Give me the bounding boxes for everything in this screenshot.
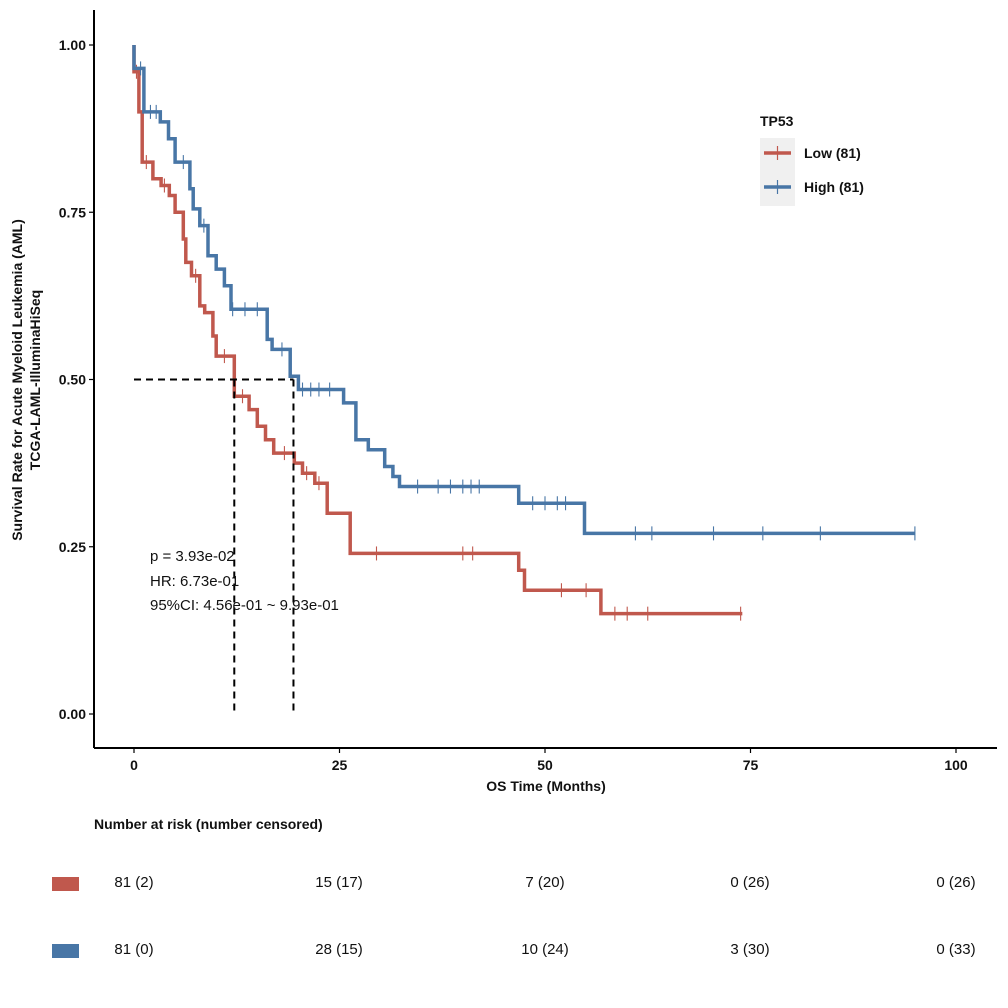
risk-swatch-low [52, 877, 79, 891]
risk-swatch-high [52, 944, 79, 958]
axes: 0.00 0.25 0.50 0.75 1.00 0 25 50 75 100 [59, 10, 997, 773]
median-lines [134, 378, 295, 714]
legend-label-high: High (81) [804, 179, 864, 195]
legend: TP53 Low (81) High (81) [760, 113, 864, 206]
y-tick-label: 0.25 [59, 539, 86, 555]
legend-label-low: Low (81) [804, 145, 861, 161]
x-tick-label: 75 [743, 757, 759, 773]
risk-row-high: 81 (0) 28 (15) 10 (24) 3 (30) 0 (33) [0, 939, 1008, 963]
survival-chart: 0.00 0.25 0.50 0.75 1.00 0 25 50 75 100 OS Time (… [9, 10, 997, 794]
y-tick-label: 1.00 [59, 37, 86, 53]
risk-cell: 7 (20) [525, 874, 565, 891]
risk-cell: 3 (30) [730, 941, 770, 958]
x-tick-label: 0 [130, 757, 138, 773]
x-tick-label: 25 [332, 757, 348, 773]
y-tick-label: 0.50 [59, 372, 86, 388]
y-tick-label: 0.75 [59, 204, 86, 220]
survival-curve-low [132, 45, 743, 616]
plot-curves [132, 45, 916, 621]
annotation-ci: 95%CI: 4.56e-01 ~ 9.93e-01 [150, 597, 339, 614]
x-tick-label: 50 [537, 757, 553, 773]
x-axis-title: OS Time (Months) [486, 778, 606, 794]
risk-cell: 15 (17) [315, 874, 363, 891]
annotation-p-value: p = 3.93e-02 [150, 548, 235, 565]
y-axis-title-line-2: TCGA-LAML-IlluminaHiSeq [27, 290, 43, 470]
y-axis-title-line-1: Survival Rate for Acute Myeloid Leukemia… [9, 219, 25, 541]
legend-title: TP53 [760, 113, 794, 129]
x-tick-label: 100 [944, 757, 968, 773]
annotation-hr: HR: 6.73e-01 [150, 573, 239, 590]
risk-cell: 0 (26) [936, 874, 976, 891]
risk-cell: 81 (0) [114, 941, 154, 958]
risk-row-low: 81 (2) 15 (17) 7 (20) 0 (26) 0 (26) [0, 872, 1008, 896]
chart-text: OS Time (Months) Survival Rate for Acute… [9, 219, 606, 794]
risk-cell: 10 (24) [521, 941, 569, 958]
risk-cell: 0 (26) [730, 874, 770, 891]
risk-cell: 28 (15) [315, 941, 363, 958]
y-tick-label: 0.00 [59, 706, 86, 722]
risk-table-title: Number at risk (number censored) [94, 816, 323, 832]
risk-cell: 0 (33) [936, 941, 976, 958]
risk-cell: 81 (2) [114, 874, 154, 891]
survival-curve-high [132, 45, 915, 536]
